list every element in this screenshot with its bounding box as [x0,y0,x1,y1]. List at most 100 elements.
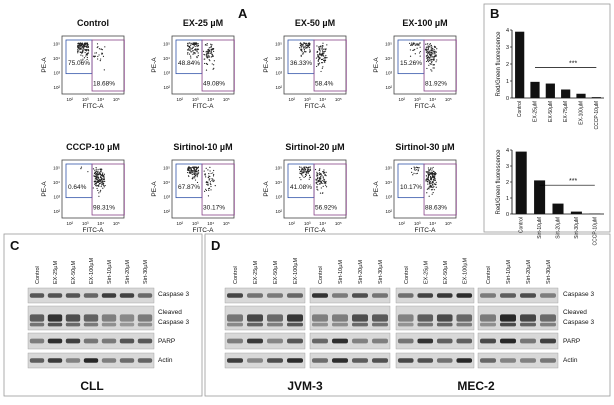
x-tick-label: 10⁵ [113,97,120,102]
event-dot [206,54,207,55]
event-dot [310,177,311,178]
event-dot [316,57,317,58]
x-tick-label: 10⁵ [445,221,452,226]
blot-band [437,323,453,327]
x-tick-label: 10³ [82,221,89,226]
event-dot [104,186,105,187]
event-dot [430,169,431,170]
x-tick-label: 10³ [414,221,421,226]
event-dot [190,47,191,48]
event-dot [317,184,318,185]
event-dot [189,42,190,43]
event-dot [188,176,189,177]
event-dot [303,46,304,47]
event-dot [303,52,304,53]
blot-band [120,314,134,321]
y-tick-label: 10⁴ [163,56,170,61]
y-tick-label: 2 [506,62,509,68]
event-dot [214,60,215,61]
blot-band [520,339,536,344]
x-tick-label: CCCP-10µM [594,101,600,129]
band-label: PARP [158,338,175,345]
event-dot [436,59,437,60]
event-dot [98,54,99,55]
event-dot [429,187,430,188]
lane-label: Sirt-30µM [546,260,552,284]
event-dot [102,172,103,173]
event-dot [193,177,194,178]
event-dot [98,192,99,193]
blot-band [437,358,453,363]
event-dot [426,50,427,51]
event-dot [96,167,97,168]
blot-band [247,323,263,327]
event-dot [211,46,212,47]
event-dot [319,179,320,180]
event-dot [97,182,98,183]
x-tick-label: 10² [288,97,295,102]
blot-band [332,314,348,321]
x-axis-label: FITC-A [415,227,437,234]
event-dot [319,49,320,50]
bar [530,82,539,98]
event-dot [434,46,435,47]
event-dot [194,177,195,178]
event-dot [324,62,325,63]
event-dot [195,175,196,176]
event-dot [85,46,86,47]
event-dot [426,175,427,176]
event-dot [310,50,311,51]
event-dot [320,180,321,181]
event-dot [208,173,209,174]
event-dot [213,175,214,176]
blot-band [456,293,472,298]
event-dot [431,54,432,55]
event-dot [431,177,432,178]
gate-percent: 18.68% [93,80,115,87]
lane-label: EX-100µM [89,257,95,284]
blot-band [372,293,388,298]
y-axis-label: PE-A [151,57,158,73]
y-tick-label: 3 [506,164,509,170]
event-dot [432,194,433,195]
event-dot [81,167,82,168]
event-dot [193,173,194,174]
event-dot [433,186,434,187]
event-dot [431,70,432,71]
event-dot [323,53,324,54]
event-dot [432,168,433,169]
event-dot [434,177,435,178]
event-dot [411,45,412,46]
event-dot [213,181,214,182]
event-dot [198,45,199,46]
x-tick-label: 10³ [304,97,311,102]
blot-band [138,293,152,298]
event-dot [420,51,421,52]
event-dot [411,168,412,169]
event-dot [435,61,436,62]
event-dot [429,196,430,197]
panel-label: A [238,6,248,21]
event-dot [97,171,98,172]
event-dot [207,183,208,184]
event-dot [210,189,211,190]
event-dot [414,167,415,168]
event-dot [80,52,81,53]
event-dot [205,174,206,175]
bar [561,90,570,99]
event-dot [104,174,105,175]
bar [515,32,524,98]
event-dot [417,173,418,174]
event-dot [436,182,437,183]
event-dot [101,182,102,183]
event-dot [319,63,320,64]
gate-percent: 81.92% [425,80,447,87]
event-dot [193,44,194,45]
plot-title: EX-50 µM [295,18,335,28]
event-dot [187,52,188,53]
event-dot [193,47,194,48]
event-dot [435,172,436,173]
event-dot [209,51,210,52]
event-dot [432,176,433,177]
event-dot [97,43,98,44]
